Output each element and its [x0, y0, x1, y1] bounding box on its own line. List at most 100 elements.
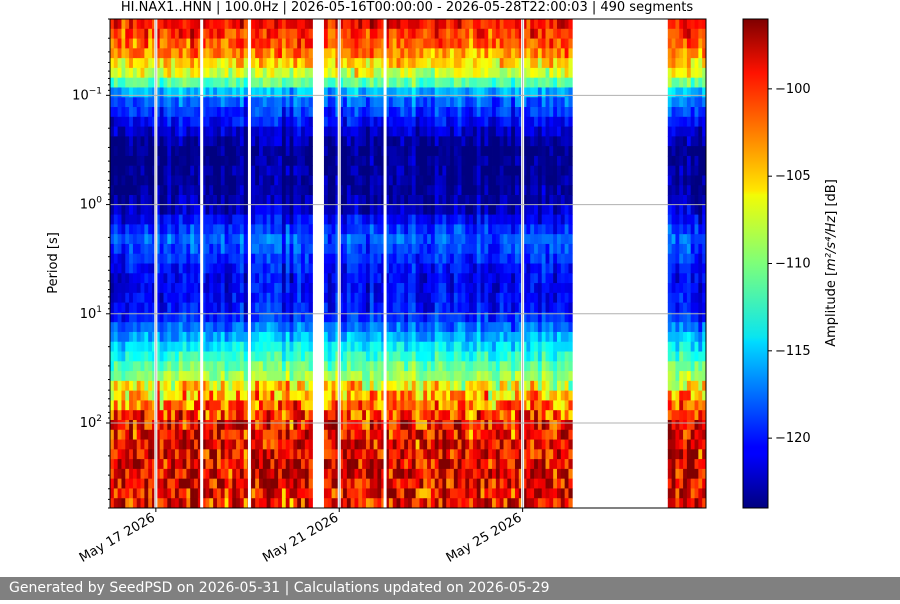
psd-cell — [182, 468, 187, 480]
psd-cell — [129, 459, 134, 470]
psd-cell — [415, 155, 420, 167]
psd-cell — [121, 185, 126, 196]
psd-cell — [155, 439, 161, 450]
psd-cell — [427, 185, 432, 196]
psd-cell — [155, 214, 161, 225]
psd-cell — [228, 380, 233, 392]
psd-cell — [465, 292, 470, 304]
psd-cell — [148, 253, 153, 264]
psd-cell — [476, 273, 481, 284]
psd-cell — [461, 126, 466, 137]
psd-cell — [492, 468, 497, 480]
psd-cell — [148, 243, 153, 255]
psd-cell — [213, 400, 218, 411]
psd-cell — [446, 380, 451, 392]
psd-cell — [404, 185, 409, 196]
psd-cell — [408, 155, 413, 167]
psd-cell — [301, 380, 306, 392]
psd-cell — [450, 390, 455, 401]
psd-cell — [400, 224, 405, 235]
psd-cell — [182, 214, 187, 225]
psd-column — [335, 19, 340, 509]
psd-cell — [488, 38, 493, 49]
psd-cell — [362, 459, 367, 470]
psd-cell — [171, 126, 176, 137]
psd-cell — [323, 302, 329, 313]
psd-cell — [270, 429, 275, 440]
psd-cell — [339, 498, 344, 509]
psd-cell — [480, 146, 485, 157]
psd-cell — [362, 224, 367, 235]
psd-cell — [438, 19, 443, 30]
psd-cell — [224, 302, 229, 313]
psd-cell — [465, 28, 470, 39]
psd-cell — [216, 459, 222, 470]
psd-cell — [132, 488, 138, 499]
psd-column — [461, 19, 466, 509]
psd-cell — [358, 224, 363, 235]
psd-cell — [450, 67, 455, 79]
psd-cell — [308, 351, 313, 362]
psd-cell — [163, 498, 168, 509]
psd-cell — [457, 292, 462, 304]
psd-cell — [110, 283, 115, 294]
psd-cell — [136, 341, 141, 352]
psd-cell — [480, 283, 485, 294]
psd-cell — [396, 67, 401, 79]
psd-cell — [430, 331, 436, 343]
psd-cell — [136, 204, 141, 215]
psd-cell — [442, 165, 447, 176]
psd-cell — [331, 204, 336, 215]
psd-cell — [216, 283, 222, 294]
psd-cell — [453, 126, 459, 137]
psd-cell — [136, 234, 141, 245]
psd-cell — [174, 419, 180, 431]
psd-cell — [442, 273, 447, 284]
psd-cell — [216, 116, 222, 127]
psd-cell — [476, 67, 481, 79]
psd-cell — [430, 195, 436, 206]
psd-cell — [174, 165, 180, 176]
psd-cell — [396, 498, 401, 509]
psd-cell — [350, 155, 355, 167]
psd-cell — [285, 48, 290, 59]
psd-cell — [140, 116, 145, 127]
psd-cell — [438, 468, 443, 480]
psd-cell — [129, 273, 134, 284]
psd-cell — [327, 488, 332, 499]
psd-cell — [152, 146, 157, 157]
psd-cell — [488, 126, 493, 137]
psd-cell — [201, 439, 206, 450]
psd-cell — [155, 87, 161, 98]
psd-cell — [186, 87, 191, 98]
psd-cell — [259, 390, 264, 401]
psd-cell — [228, 459, 233, 470]
psd-cell — [365, 185, 371, 196]
psd-cell — [209, 116, 214, 127]
psd-cell — [259, 253, 264, 264]
psd-cell — [121, 459, 126, 470]
psd-cell — [224, 165, 229, 176]
psd-cell — [110, 116, 115, 127]
psd-cell — [354, 146, 359, 157]
psd-cell — [465, 459, 470, 470]
psd-cell — [488, 28, 493, 39]
psd-cell — [450, 253, 455, 264]
psd-cell — [365, 351, 371, 362]
psd-cell — [163, 253, 168, 264]
psd-cell — [492, 38, 497, 49]
psd-cell — [388, 439, 394, 450]
psd-cell — [281, 351, 287, 362]
psd-cell — [251, 165, 256, 176]
psd-cell — [415, 341, 420, 352]
psd-cell — [213, 449, 218, 460]
psd-cell — [281, 429, 287, 440]
psd-cell — [194, 371, 199, 382]
psd-cell — [484, 19, 489, 30]
psd-cell — [430, 468, 436, 480]
psd-cell — [140, 410, 145, 421]
psd-cell — [377, 224, 382, 235]
psd-cell — [350, 214, 355, 225]
psd-cell — [293, 341, 298, 352]
psd-cell — [335, 214, 340, 225]
